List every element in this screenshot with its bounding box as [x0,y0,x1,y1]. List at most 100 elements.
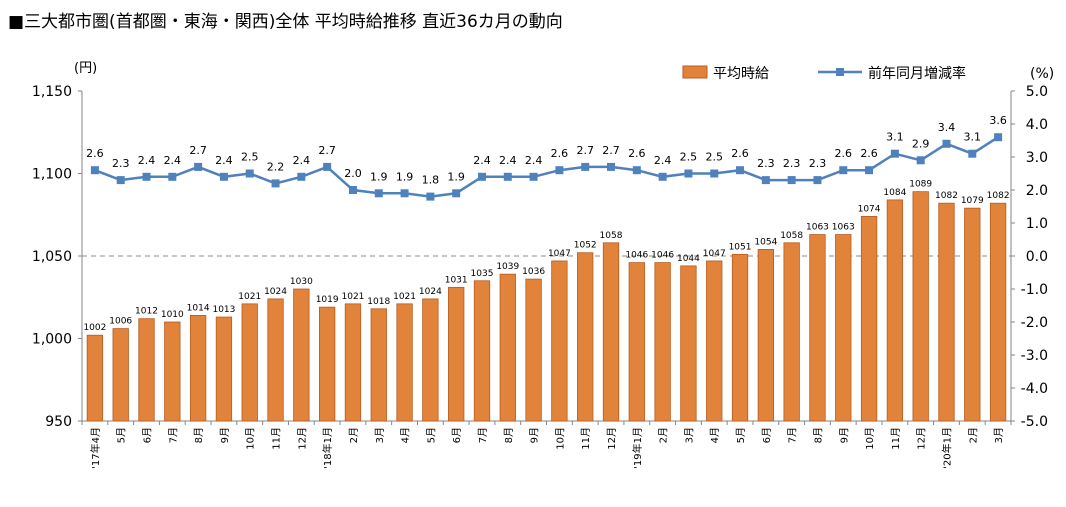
bar [396,303,413,422]
bar [164,321,181,422]
x-tick-label: 2月 [348,427,360,443]
bar-value-label: 1013 [212,305,235,315]
right-tick-label: 3.0 [1026,150,1048,166]
bar [473,280,491,422]
bar [86,334,104,422]
right-tick-label: 0.0 [1026,249,1048,265]
line-value-label: 1.9 [370,170,388,183]
line-point [839,166,848,175]
line-value-label: 2.7 [189,144,207,157]
bar [422,298,439,422]
x-tick-label: 12月 [916,427,928,450]
x-tick-label: 3月 [993,427,1005,443]
line-point [916,156,925,165]
bar [860,215,878,422]
line-value-label: 2.7 [576,144,594,157]
line-point [632,166,641,175]
line-value-label: 2.3 [112,157,130,170]
line-point [219,172,228,181]
bar-value-label: 1084 [883,188,906,198]
line-point [323,162,332,171]
line-point [142,172,151,181]
line-point [658,172,667,181]
bar [293,288,310,422]
line-value-label: 2.2 [267,160,285,173]
x-tick-label: '17年4月 [89,427,102,469]
line-value-label: 2.3 [757,157,775,170]
bar-value-label: 1002 [83,323,106,333]
bar [757,248,774,422]
bar [215,316,233,422]
x-tick-label: 6月 [142,427,154,443]
line-point [813,176,822,185]
x-tick-label: 5月 [425,427,437,443]
x-tick-label: 7月 [787,427,799,443]
bar [654,262,671,422]
bar-value-label: 1006 [109,317,132,327]
x-tick-label: 11月 [580,427,592,450]
x-tick-label: 12月 [606,427,618,450]
x-tick-label: 3月 [683,427,695,443]
bar-value-label: 1010 [161,310,184,320]
bar-value-label: 1054 [754,237,777,247]
bar [112,328,129,422]
bar-value-label: 1039 [496,262,519,272]
bar [448,286,465,422]
line-value-label: 1.8 [422,174,440,187]
x-tick-label: 12月 [296,427,308,450]
line-value-label: 2.4 [473,154,491,167]
line-point [168,172,177,181]
left-tick-label: 1,100 [32,167,72,183]
line-value-label: 1.9 [396,170,414,183]
line-point [245,169,254,178]
x-tick-label: 5月 [735,427,747,443]
line-value-label: 2.7 [318,144,336,157]
bar-value-label: 1079 [961,196,984,206]
line-point [581,162,590,171]
line-value-label: 2.0 [344,167,362,180]
bar-value-label: 1082 [987,191,1010,201]
bar [731,253,749,422]
bar [964,207,981,422]
line-value-label: 2.4 [138,154,156,167]
line-point [271,179,280,188]
bar-value-label: 1030 [290,277,313,287]
x-tick-label: 4月 [709,427,721,443]
legend-line-label: 前年同月増減率 [868,65,966,82]
bar [989,202,1007,422]
right-tick-label: 1.0 [1026,216,1048,232]
bar [835,234,852,422]
line-point [194,162,203,171]
line-value-label: 3.1 [964,131,982,144]
bar [938,202,955,422]
line-point [607,162,616,171]
line-point [90,166,99,175]
x-tick-label: 8月 [503,427,515,443]
line-point [994,133,1003,142]
x-tick-label: 11月 [890,427,902,450]
axes: 950 1,000 1,050 1,100 1,150 -5.0 -4.0 -3.0 -2.0 -… [32,61,1054,469]
line-value-label: 2.6 [860,147,878,160]
bar [525,278,542,422]
line-value-label: 2.6 [551,147,569,160]
x-tick-label: 8月 [812,427,824,443]
bar [577,252,594,422]
line-point [503,172,512,181]
line-point [348,186,357,194]
x-tick-label: 10月 [864,427,876,450]
bar-value-label: 1012 [135,307,158,317]
bar [706,260,723,422]
x-tick-label: '19年1月 [631,427,644,469]
line-value-label: 2.6 [86,147,104,160]
bar-value-label: 1082 [935,191,958,201]
x-tick-label: 5月 [116,427,128,443]
bar [370,308,387,422]
line-point [555,166,564,175]
x-tick-label: 2月 [967,427,979,443]
line-value-label: 2.5 [680,151,698,164]
line-value-label: 2.3 [809,157,827,170]
x-tick-label: 10月 [554,427,566,450]
bar [809,234,826,422]
